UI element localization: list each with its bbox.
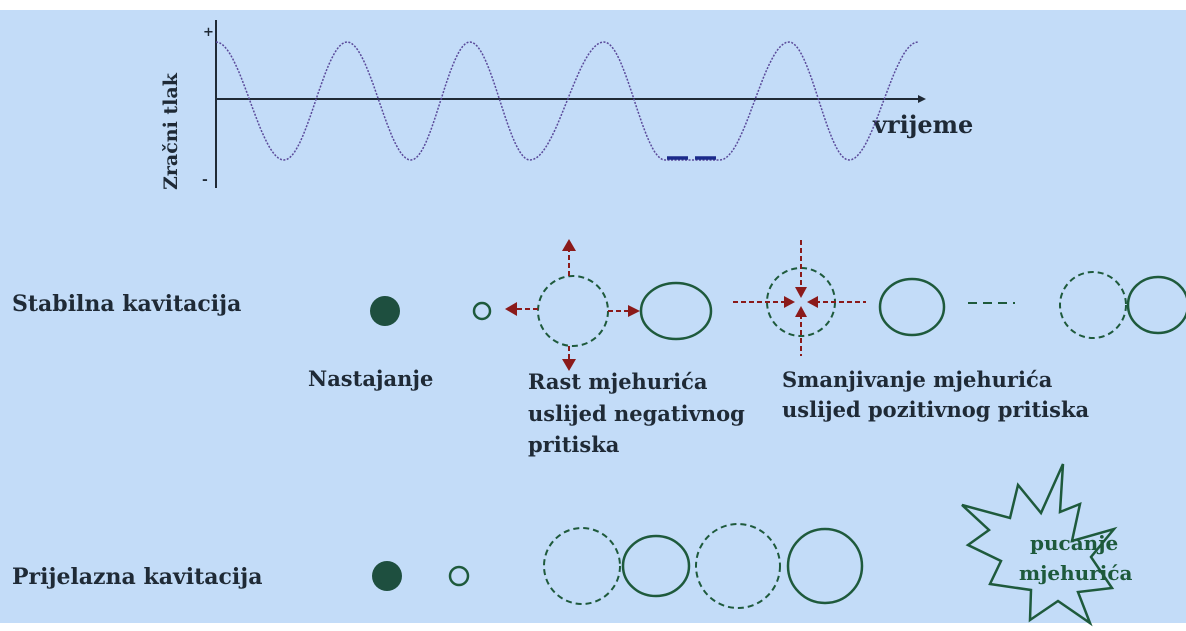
shrunk-bubble (878, 277, 946, 337)
dashed-bubble (695, 523, 781, 609)
growing-bubble (505, 239, 640, 371)
nucleus-bubble (372, 561, 402, 591)
arrow-in-top-head (795, 287, 807, 298)
arrow-in-right-head (807, 296, 818, 308)
arrow-right-head (628, 305, 640, 317)
caption-formation: Nastajanje (308, 366, 433, 391)
y-plus-sign: + (203, 25, 214, 40)
dashed-bubble (537, 275, 609, 347)
nucleus-bubble (370, 296, 400, 326)
arrow-in-left-head (784, 296, 795, 308)
arrow-up-head (562, 239, 576, 251)
arrow-down-head (562, 359, 576, 371)
small-bubble (472, 301, 492, 321)
expanded-bubble (786, 527, 864, 605)
caption-growth: Rast mjehurića uslijed negativnog pritis… (528, 369, 752, 457)
oscillating-bubble (1126, 275, 1186, 335)
burst-caption: pucanje mjehurića (1019, 531, 1133, 585)
pressure-wave (215, 41, 919, 161)
dashed-bubble (1059, 271, 1127, 339)
x-axis-arrowhead (918, 95, 926, 103)
y-minus-sign: - (202, 172, 208, 188)
small-bubble (448, 565, 470, 587)
caption-shrink: Smanjivanje mjehurića uslijed pozitivnog… (782, 367, 1090, 422)
diagram-panel (0, 10, 1186, 623)
shrinking-bubble (733, 240, 866, 356)
arrow-in-bottom-head (795, 306, 807, 317)
burst-starburst: pucanje mjehurića (961, 463, 1133, 627)
x-axis-label: vrijeme (872, 110, 973, 139)
y-axis-label: Zračni tlak (160, 72, 182, 190)
transient-cavitation-label: Prijelazna kavitacija (12, 564, 263, 590)
pressure-graph: + - Zračni tlak vrijeme (160, 20, 973, 190)
dashed-bubble (543, 527, 621, 605)
expanded-bubble (621, 534, 691, 598)
stable-cavitation-label: Stabilna kavitacija (12, 291, 241, 317)
arrow-left-head (505, 302, 517, 316)
starburst-outline (961, 463, 1118, 627)
expanded-bubble (639, 281, 713, 341)
